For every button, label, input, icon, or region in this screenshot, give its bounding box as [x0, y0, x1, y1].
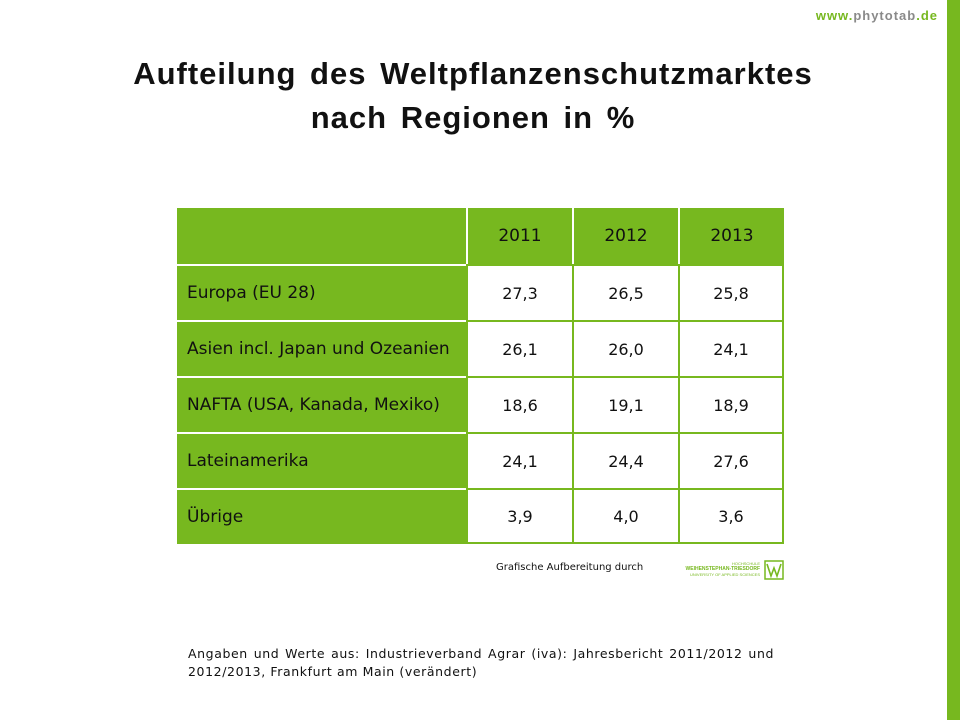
side-accent-bar: [947, 0, 960, 720]
credit-text: Grafische Aufbereitung durch: [496, 562, 644, 573]
title-line-2: nach Regionen in %: [310, 100, 636, 135]
value-cell: 18,9: [678, 376, 784, 432]
value-cell: 4,0: [572, 488, 678, 544]
brand-tld: de: [920, 8, 938, 23]
table-row: NAFTA (USA, Kanada, Mexiko) 18,6 19,1 18…: [177, 376, 784, 432]
value-cell: 24,4: [572, 432, 678, 488]
logo-line-2: WEIHENSTEPHAN-TRIESDORF: [685, 566, 760, 572]
value-cell: 26,5: [572, 264, 678, 320]
value-cell: 24,1: [678, 320, 784, 376]
title-line-1: Aufteilung des Weltpflanzenschutzmarktes: [133, 56, 813, 91]
region-label: Europa (EU 28): [177, 264, 466, 320]
brand-www: www: [815, 8, 849, 23]
value-cell: 24,1: [466, 432, 572, 488]
value-cell: 19,1: [572, 376, 678, 432]
value-cell: 25,8: [678, 264, 784, 320]
value-cell: 26,1: [466, 320, 572, 376]
market-share-table: 2011 2012 2013 Europa (EU 28) 27,3 26,5 …: [177, 208, 784, 544]
brand-dot-2: .: [916, 8, 921, 23]
region-label: Asien incl. Japan und Ozeanien: [177, 320, 466, 376]
brand-dot-1: .: [848, 8, 854, 23]
site-brand-link[interactable]: www.phytotab.de: [816, 8, 938, 23]
value-cell: 18,6: [466, 376, 572, 432]
logo-line-1: HOCHSCHULE: [731, 561, 760, 566]
table-corner-cell: [177, 208, 466, 264]
page-title: Aufteilung des Weltpflanzenschutzmarktes…: [0, 52, 946, 140]
value-cell: 3,9: [466, 488, 572, 544]
logo-line-3: UNIVERSITY OF APPLIED SCIENCES: [690, 572, 760, 577]
source-note: Angaben und Werte aus: Industrieverband …: [188, 646, 774, 679]
value-cell: 27,6: [678, 432, 784, 488]
value-cell: 27,3: [466, 264, 572, 320]
year-header-2011: 2011: [466, 208, 572, 264]
value-cell: 26,0: [572, 320, 678, 376]
university-logo: HOCHSCHULE WEIHENSTEPHAN-TRIESDORF UNIVE…: [668, 560, 784, 582]
brand-name: phytotab: [853, 8, 917, 23]
region-label: Lateinamerika: [177, 432, 466, 488]
value-cell: 3,6: [678, 488, 784, 544]
table-row: Asien incl. Japan und Ozeanien 26,1 26,0…: [177, 320, 784, 376]
table-row: Übrige 3,9 4,0 3,6: [177, 488, 784, 544]
year-header-2012: 2012: [572, 208, 678, 264]
table-header-row: 2011 2012 2013: [177, 208, 784, 264]
table-row: Lateinamerika 24,1 24,4 27,6: [177, 432, 784, 488]
logo-text: HOCHSCHULE WEIHENSTEPHAN-TRIESDORF UNIVE…: [668, 561, 760, 577]
logo-mark-icon: [764, 560, 784, 580]
table-row: Europa (EU 28) 27,3 26,5 25,8: [177, 264, 784, 320]
year-header-2013: 2013: [678, 208, 784, 264]
region-label: Übrige: [177, 488, 466, 544]
region-label: NAFTA (USA, Kanada, Mexiko): [177, 376, 466, 432]
